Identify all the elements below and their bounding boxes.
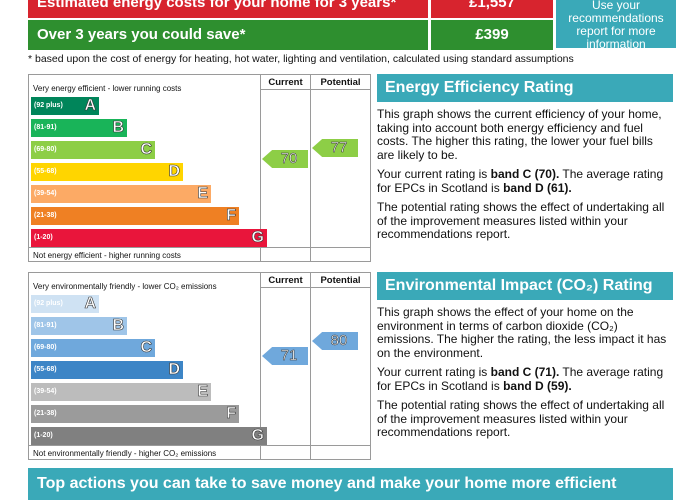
band-letter: B (112, 317, 124, 335)
env-potential-value: 80 (330, 332, 348, 349)
energy-band-g: (1-20) G (31, 229, 267, 247)
band-letter: B (112, 119, 124, 137)
current-column-header: Current (268, 77, 303, 88)
energy-para-2: Your current rating is band C (70). The … (377, 167, 664, 195)
band-range-label: (92 plus) (34, 300, 63, 307)
energy-band-b: (81-91) B (31, 119, 127, 137)
energy-top-caption: Very energy efficient - lower running co… (33, 84, 182, 93)
energy-efficiency-text: This graph shows the current efficiency … (377, 107, 672, 248)
energy-band-d: (55-68) D (31, 163, 183, 181)
band-letter: D (168, 361, 180, 379)
band-range-label: (39-54) (34, 388, 57, 395)
band-range-label: (69-80) (34, 344, 57, 351)
energy-para-3: The potential rating shows the effect of… (377, 200, 665, 241)
environmental-rating-chart: Current Potential Very environmentally f… (28, 272, 371, 460)
energy-potential-value: 77 (330, 139, 348, 156)
current-column-header: Current (268, 275, 303, 286)
band-range-label: (1-20) (34, 234, 53, 241)
energy-band-c: (69-80) C (31, 141, 155, 159)
band-range-label: (81-91) (34, 322, 57, 329)
env-potential-arrow: 80 (312, 332, 358, 350)
energy-para-1: This graph shows the current efficiency … (377, 107, 662, 162)
band-range-label: (55-68) (34, 168, 57, 175)
env-para-1: This graph shows the effect of your home… (377, 305, 667, 360)
energy-current-value: 70 (280, 150, 298, 167)
band-range-label: (69-80) (34, 146, 57, 153)
env-band-c: (69-80) C (31, 339, 155, 357)
band-range-label: (81-91) (34, 124, 57, 131)
band-letter: F (226, 207, 236, 225)
band-letter: G (251, 427, 264, 445)
env-bottom-caption: Not environmentally friendly - higher CO… (33, 449, 217, 458)
band-letter: A (84, 295, 96, 313)
recommendations-report-box[interactable]: Use your recommendations report for more… (556, 0, 676, 51)
env-band-d: (55-68) D (31, 361, 183, 379)
env-band-b: (81-91) B (31, 317, 127, 335)
env-top-caption: Very environmentally friendly - lower CO… (33, 282, 217, 291)
potential-column-header: Potential (320, 77, 361, 88)
band-letter: A (84, 97, 96, 115)
band-range-label: (39-54) (34, 190, 57, 197)
band-letter: F (226, 405, 236, 423)
band-range-label: (1-20) (34, 432, 53, 439)
env-band-a: (92 plus) A (31, 295, 99, 313)
env-band-g: (1-20) G (31, 427, 267, 445)
top-actions-bar: Top actions you can take to save money a… (28, 468, 673, 500)
energy-band-a: (92 plus) A (31, 97, 99, 115)
band-range-label: (55-68) (34, 366, 57, 373)
potential-column-header: Potential (320, 275, 361, 286)
cost-row-estimated: Estimated energy costs for your home for… (28, 0, 554, 18)
estimated-cost-label: Estimated energy costs for your home for… (28, 0, 428, 18)
band-range-label: (21-38) (34, 212, 57, 219)
savings-value: £399 (431, 20, 553, 50)
environmental-impact-text: This graph shows the effect of your home… (377, 305, 672, 446)
env-band-e: (39-54) E (31, 383, 211, 401)
env-current-arrow: 71 (262, 347, 308, 365)
env-band-f: (21-38) F (31, 405, 239, 423)
savings-label: Over 3 years you could save* (28, 20, 428, 50)
cost-row-savings: Over 3 years you could save* £399 (28, 20, 554, 50)
energy-rating-chart: Current Potential Very energy efficient … (28, 74, 371, 262)
estimated-cost-value: £1,557 (431, 0, 553, 18)
cost-footnote: * based upon the cost of energy for heat… (28, 53, 574, 65)
env-para-3: The potential rating shows the effect of… (377, 398, 665, 439)
environmental-impact-heading: Environmental Impact (CO₂) Rating (377, 272, 673, 300)
energy-current-arrow: 70 (262, 150, 308, 168)
band-letter: D (168, 163, 180, 181)
env-para-2: Your current rating is band C (71). The … (377, 365, 664, 393)
band-letter: E (197, 383, 208, 401)
band-range-label: (92 plus) (34, 102, 63, 109)
band-letter: C (140, 141, 152, 159)
energy-band-e: (39-54) E (31, 185, 211, 203)
env-current-value: 71 (280, 347, 298, 364)
energy-efficiency-heading: Energy Efficiency Rating (377, 74, 673, 102)
band-letter: G (251, 229, 264, 247)
band-letter: E (197, 185, 208, 203)
band-letter: C (140, 339, 152, 357)
energy-potential-arrow: 77 (312, 139, 358, 157)
band-range-label: (21-38) (34, 410, 57, 417)
energy-band-f: (21-38) F (31, 207, 239, 225)
energy-bottom-caption: Not energy efficient - higher running co… (33, 251, 181, 260)
